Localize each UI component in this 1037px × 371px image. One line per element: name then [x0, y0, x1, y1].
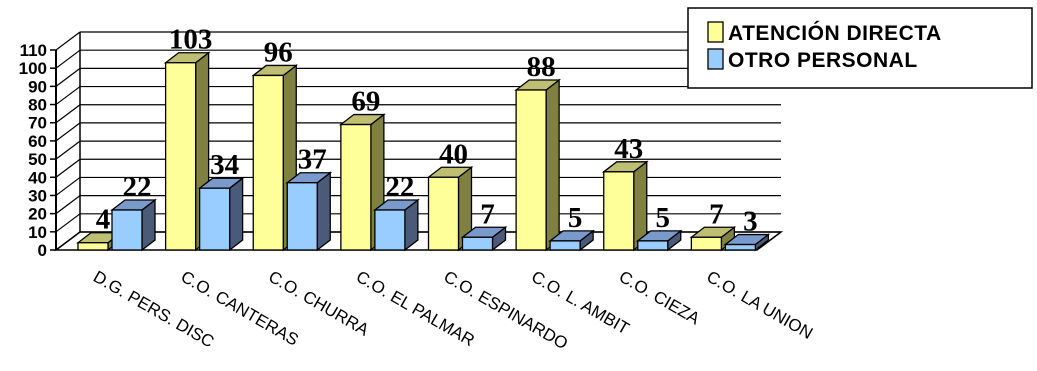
data-label: 4	[96, 204, 111, 236]
bar	[723, 233, 771, 252]
y-tick-label: 50	[28, 150, 47, 169]
bar	[635, 229, 683, 252]
bar-front	[252, 74, 284, 251]
legend-label: OTRO PERSONAL	[728, 49, 918, 72]
bar-front	[286, 182, 318, 251]
bar-front	[340, 123, 372, 251]
bar-front	[637, 240, 669, 251]
y-tick-label: 80	[28, 96, 47, 115]
gridline-side	[55, 67, 81, 87]
bar-front	[515, 89, 547, 251]
data-label: 7	[709, 198, 724, 230]
data-label: 103	[169, 24, 213, 56]
bar-front	[198, 187, 231, 251]
data-label: 3	[743, 206, 758, 238]
bar	[197, 176, 245, 252]
legend-label: ATENCIÓN DIRECTA	[728, 21, 942, 45]
data-label: 7	[480, 198, 495, 230]
gridline-side	[55, 195, 81, 215]
bar-side	[228, 176, 244, 252]
bar-front	[724, 243, 757, 251]
bar-side	[316, 171, 331, 252]
gridline-side	[55, 49, 81, 69]
y-tick-label: 60	[28, 132, 47, 151]
bar-front	[549, 240, 581, 251]
data-label: 22	[123, 171, 152, 203]
data-label: 40	[439, 138, 468, 170]
legend-box	[687, 7, 1033, 89]
bar	[426, 165, 474, 252]
bar-layer	[76, 51, 771, 252]
bar	[548, 229, 596, 252]
data-label: 88	[527, 51, 556, 83]
legend-swatch	[707, 48, 724, 70]
y-tick-label: 90	[28, 77, 47, 96]
y-tick-label: 30	[28, 186, 47, 205]
bar	[460, 225, 508, 252]
bar-front	[427, 176, 460, 251]
data-label: 69	[351, 86, 380, 118]
gridline-side	[55, 140, 81, 160]
bar-front	[374, 209, 406, 251]
bar	[514, 78, 562, 252]
data-label: 43	[614, 133, 643, 165]
y-tick-label: 10	[28, 223, 47, 242]
bar	[601, 160, 649, 252]
gridline-side	[55, 86, 81, 106]
gridline-side	[55, 176, 81, 196]
bar-front	[111, 209, 143, 251]
y-tick-label: 20	[28, 205, 47, 224]
bar-side	[545, 78, 560, 252]
data-label: 34	[210, 149, 239, 181]
data-label: 5	[656, 202, 671, 234]
gridline-side	[55, 104, 81, 124]
x-tick-label: C.O. LA UNION	[703, 267, 816, 343]
gridline-side	[55, 213, 81, 233]
data-label: 22	[385, 171, 414, 203]
legend: ATENCIÓN DIRECTA OTRO PERSONAL	[687, 7, 1033, 89]
data-label: 37	[298, 144, 327, 176]
data-label: 5	[568, 202, 583, 234]
bar-front	[603, 171, 635, 251]
y-tick-label: 40	[28, 168, 47, 187]
y-tick-label: 70	[28, 114, 47, 133]
y-tick-label: 110	[20, 41, 47, 60]
y-tick-label: 100	[19, 59, 47, 78]
bar	[372, 198, 420, 252]
gridline-side	[55, 122, 81, 142]
bar	[251, 64, 299, 252]
bar-front	[461, 236, 494, 251]
gridline-side	[55, 158, 81, 178]
gridline-side	[55, 31, 81, 51]
bar	[285, 171, 333, 252]
bar-front	[77, 242, 109, 251]
legend-swatch	[707, 21, 724, 43]
bar-front	[690, 236, 723, 251]
y-tick-label: 0	[38, 241, 47, 260]
bar	[110, 198, 157, 252]
bar-front	[164, 62, 197, 251]
data-label: 96	[264, 36, 293, 68]
